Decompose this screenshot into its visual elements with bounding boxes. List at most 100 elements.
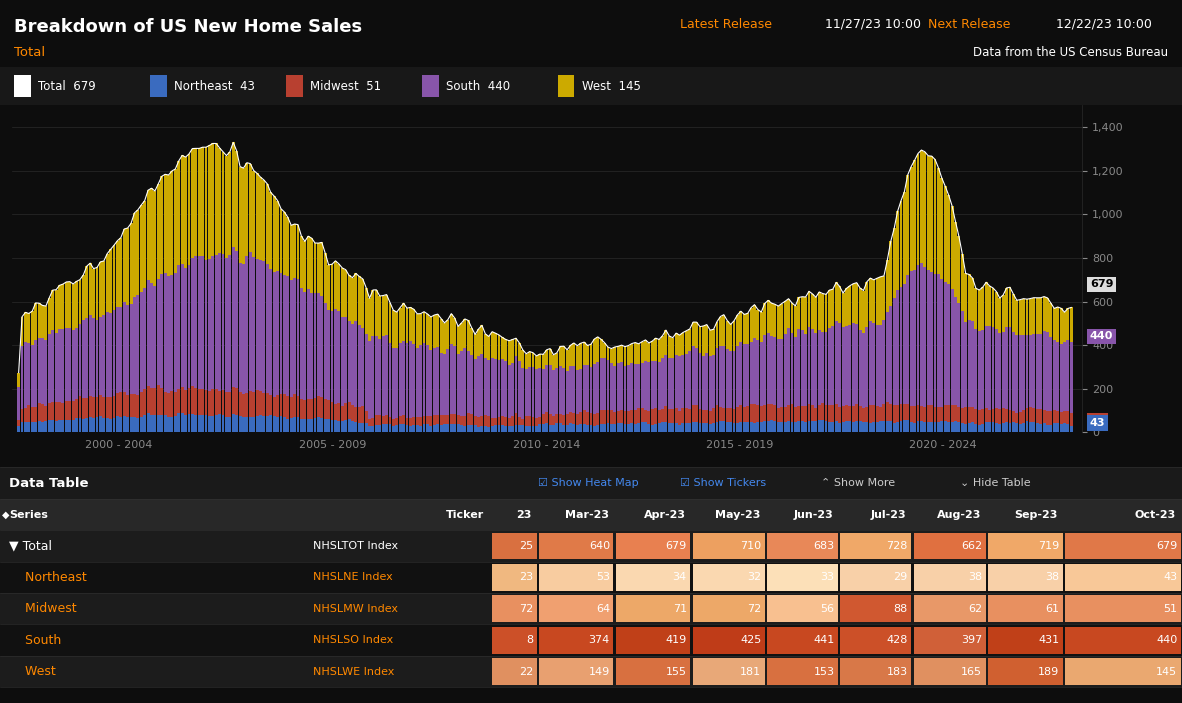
Text: Total  679: Total 679 — [38, 79, 96, 93]
Bar — [228, 255, 232, 392]
Bar — [981, 288, 985, 330]
Bar — [177, 265, 180, 389]
Text: 440: 440 — [1090, 331, 1113, 342]
Bar — [760, 342, 762, 406]
Bar — [787, 421, 790, 432]
Bar — [123, 392, 125, 416]
Bar — [385, 335, 388, 415]
Bar — [606, 361, 610, 410]
Bar — [769, 303, 773, 336]
Bar — [492, 595, 537, 622]
Bar — [130, 224, 132, 304]
Bar — [941, 178, 943, 279]
Bar — [1032, 408, 1035, 423]
Bar — [800, 406, 804, 421]
Bar — [1057, 342, 1059, 411]
Bar — [657, 423, 661, 432]
Bar — [262, 261, 266, 393]
Bar — [927, 156, 930, 270]
Bar — [968, 274, 970, 320]
Bar — [954, 405, 957, 421]
Bar — [1059, 424, 1063, 432]
Bar — [443, 323, 446, 354]
Bar — [606, 410, 610, 423]
Bar — [535, 418, 538, 426]
Bar — [1070, 426, 1073, 432]
Bar — [139, 292, 143, 392]
Bar — [69, 328, 71, 401]
Bar — [626, 424, 630, 432]
Bar — [777, 339, 780, 408]
Bar — [416, 314, 418, 348]
Bar — [474, 416, 476, 425]
Bar — [317, 396, 320, 418]
Bar — [174, 392, 177, 416]
Bar — [184, 268, 187, 390]
Bar — [988, 627, 1063, 654]
Bar — [736, 407, 739, 423]
Bar — [644, 340, 647, 361]
Bar — [0, 562, 1182, 593]
Bar — [827, 405, 831, 422]
Bar — [38, 303, 40, 337]
Bar — [722, 421, 726, 432]
Bar — [978, 410, 981, 425]
Bar — [405, 425, 409, 432]
Bar — [0, 499, 1182, 530]
Bar — [825, 332, 827, 405]
Bar — [900, 421, 902, 432]
Text: 183: 183 — [886, 666, 908, 676]
Bar — [798, 421, 800, 432]
Bar — [818, 420, 820, 432]
Bar — [1026, 299, 1028, 335]
Bar — [436, 415, 439, 425]
Bar — [525, 369, 527, 416]
Bar — [767, 595, 838, 622]
Bar — [389, 417, 391, 424]
Bar — [470, 328, 473, 356]
Text: ⌄ Hide Table: ⌄ Hide Table — [960, 478, 1031, 488]
Bar — [511, 363, 514, 416]
Bar — [811, 329, 814, 405]
Bar — [355, 321, 357, 406]
Bar — [566, 371, 569, 413]
Bar — [150, 415, 152, 432]
Bar — [930, 272, 933, 406]
Bar — [621, 345, 623, 362]
Bar — [385, 295, 388, 335]
Bar — [597, 361, 599, 413]
Bar — [290, 396, 293, 418]
Text: Total: Total — [14, 46, 45, 58]
Bar — [483, 358, 487, 415]
Bar — [862, 290, 865, 333]
Bar — [82, 320, 85, 398]
Bar — [930, 156, 933, 272]
Bar — [126, 304, 129, 394]
Bar — [481, 416, 483, 426]
Bar — [862, 408, 865, 422]
Bar — [478, 427, 480, 432]
Bar — [937, 168, 940, 273]
Bar — [831, 326, 834, 405]
Bar — [27, 422, 31, 432]
Bar — [563, 425, 565, 432]
Bar — [54, 420, 58, 432]
Bar — [784, 407, 786, 423]
Bar — [167, 276, 170, 393]
Bar — [773, 304, 777, 337]
Bar — [109, 250, 112, 313]
Bar — [491, 426, 494, 432]
Bar — [814, 408, 817, 421]
Bar — [307, 419, 310, 432]
Bar — [541, 423, 545, 432]
Bar — [167, 417, 170, 432]
Bar — [96, 268, 98, 321]
Bar — [331, 420, 333, 432]
Bar — [320, 243, 324, 296]
Bar — [934, 273, 936, 407]
Bar — [453, 346, 456, 414]
Bar — [569, 366, 572, 411]
Bar — [1050, 411, 1052, 425]
Bar — [794, 406, 797, 422]
Bar — [777, 422, 780, 432]
